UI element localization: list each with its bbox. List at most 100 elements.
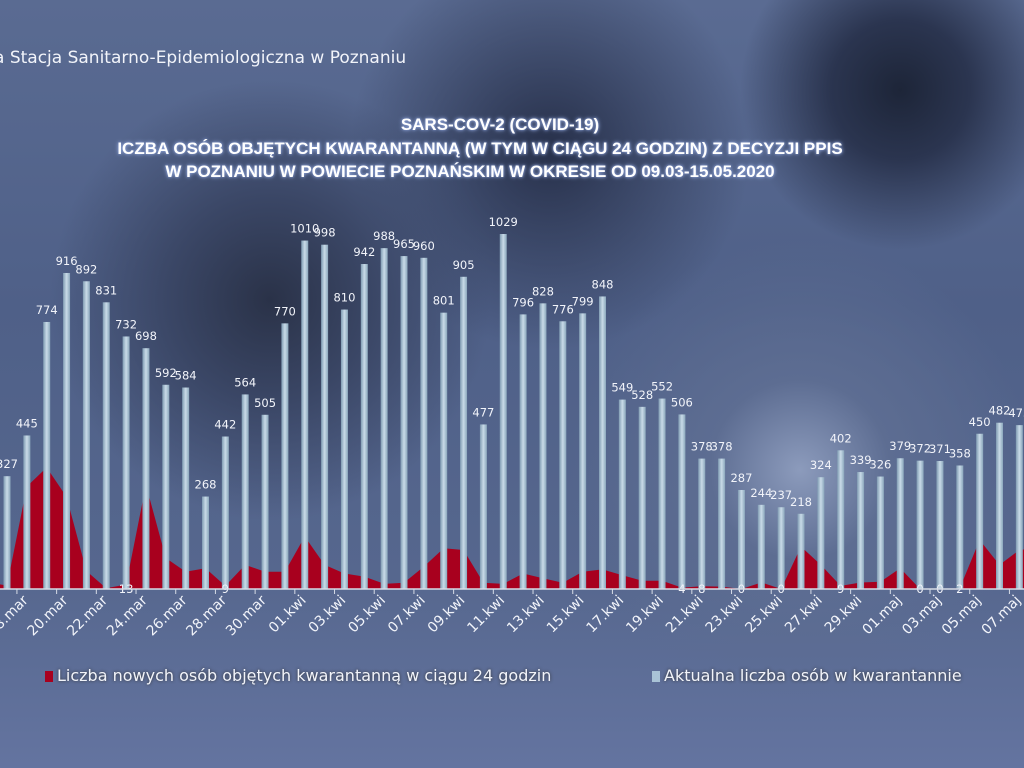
- bar-value-label: 482: [989, 404, 1011, 418]
- current-quarantine-bar: [460, 276, 468, 589]
- x-tick-label: 11.kwi: [464, 593, 508, 637]
- x-tick-label: 01.kwi: [266, 593, 310, 637]
- bar-value-label: 905: [453, 258, 475, 272]
- current-quarantine-bar: [618, 399, 626, 589]
- current-quarantine-bar: [499, 234, 507, 589]
- current-quarantine-bar: [182, 387, 190, 589]
- bar-value-label: 848: [592, 277, 614, 291]
- bar-value-label: 770: [274, 304, 296, 318]
- bar-value-label: 371: [929, 442, 951, 456]
- current-quarantine-bar: [539, 303, 547, 589]
- x-tick-label: 09.kwi: [425, 593, 469, 637]
- bar-value-label: 268: [195, 478, 217, 492]
- legend-item-new: Liczba nowych osób objętych kwarantanną …: [45, 666, 551, 685]
- x-tick-label: 27.kwi: [782, 593, 826, 637]
- x-tick-label: 24.mar: [104, 592, 151, 639]
- current-quarantine-bar: [102, 302, 110, 589]
- bar-value-label: 892: [75, 262, 97, 276]
- bar-value-label: 965: [393, 237, 415, 251]
- current-quarantine-bar: [579, 313, 587, 589]
- x-tick-label: 26.mar: [144, 592, 191, 639]
- current-quarantine-bar: [976, 433, 984, 589]
- bar-value-label: 698: [135, 329, 157, 343]
- bar-value-label: 378: [691, 440, 713, 454]
- bar-value-label: 774: [36, 303, 58, 317]
- bar-value-label: 592: [155, 366, 177, 380]
- bar-value-label: 237: [770, 488, 792, 502]
- current-quarantine-bar: [678, 414, 686, 589]
- x-tick-label: 05.maj: [939, 593, 985, 639]
- x-tick-label: 17.kwi: [584, 593, 628, 637]
- current-quarantine-bar: [340, 309, 348, 589]
- current-quarantine-bar: [936, 461, 944, 589]
- current-quarantine-bar: [837, 450, 845, 589]
- current-quarantine-bar: [400, 256, 408, 589]
- current-quarantine-bar: [698, 458, 706, 589]
- x-tick-label: 13.kwi: [504, 593, 548, 637]
- current-quarantine-bar: [82, 281, 90, 589]
- current-quarantine-bar: [797, 513, 805, 589]
- bar-value-label: 324: [810, 458, 832, 472]
- x-tick-label: 22.mar: [64, 592, 111, 639]
- current-quarantine-bar: [658, 398, 666, 589]
- current-quarantine-bar: [420, 257, 428, 589]
- new-quarantine-area: [0, 467, 1024, 589]
- bar-value-label: 549: [611, 381, 633, 395]
- current-quarantine-bar: [1015, 425, 1023, 589]
- bar-value-label: 218: [790, 495, 812, 509]
- bar-value-label: 326: [869, 458, 891, 472]
- bar-value-label: 327: [0, 457, 18, 471]
- x-tick-label: 23.kwi: [703, 593, 747, 637]
- current-quarantine-bar: [162, 384, 170, 589]
- current-quarantine-bar: [321, 244, 329, 589]
- bar-value-label: 244: [750, 486, 772, 500]
- x-tick-label: 01.maj: [860, 593, 906, 639]
- bar-value-label: 506: [671, 395, 693, 409]
- bar-value-label: 358: [949, 446, 971, 460]
- current-quarantine-bar: [360, 264, 368, 589]
- organization-name: a Stacja Sanitarno-Epidemiologiczna w Po…: [0, 48, 407, 68]
- current-quarantine-bar: [519, 314, 527, 589]
- bar-value-label: 564: [234, 375, 256, 389]
- current-quarantine-bar: [3, 476, 11, 589]
- current-quarantine-bar: [876, 476, 884, 589]
- bar-value-label: 942: [353, 245, 375, 259]
- bar-value-label: 1029: [489, 215, 518, 229]
- current-quarantine-bar: [737, 489, 745, 589]
- current-quarantine-bar: [777, 507, 785, 589]
- current-quarantine-bar: [956, 465, 964, 589]
- bar-value-label: 442: [214, 418, 236, 432]
- current-quarantine-bar: [996, 422, 1003, 589]
- chart-title-line-3: W POZNANIU W POWIECIE POZNAŃSKIM W OKRES…: [165, 162, 775, 181]
- current-quarantine-bar: [599, 296, 606, 589]
- x-tick-label: 25.kwi: [742, 593, 786, 637]
- legend-label-new: Liczba nowych osób objętych kwarantanną …: [57, 666, 552, 685]
- bar-value-label: 960: [413, 239, 435, 253]
- bar-value-label: 402: [830, 431, 852, 445]
- bar-value-label: 799: [572, 294, 594, 308]
- x-tick-label: 03.kwi: [306, 593, 350, 637]
- bar-value-label: 372: [909, 442, 931, 456]
- bar-value-label: 505: [254, 396, 276, 410]
- bar-value-label: 988: [373, 229, 395, 243]
- current-quarantine-bar: [857, 472, 865, 589]
- x-tick-label: 19.kwi: [623, 593, 667, 637]
- current-quarantine-bar: [916, 460, 924, 589]
- bar-value-label: 450: [969, 415, 991, 429]
- current-quarantine-bar: [221, 436, 229, 589]
- x-tick-label: 05.kwi: [345, 593, 389, 637]
- bar-value-label: 287: [730, 471, 752, 485]
- x-tick-label: 29.kwi: [822, 593, 866, 637]
- legend-swatch-current: [652, 671, 660, 682]
- bar-value-label: 475: [1008, 406, 1024, 420]
- current-quarantine-bar: [757, 504, 765, 589]
- chart-title-line-2: ICZBA OSÓB OBJĘTYCH KWARANTANNĄ (W TYM W…: [117, 139, 843, 158]
- bar-value-label: 445: [16, 416, 38, 430]
- current-quarantine-bar: [43, 321, 51, 589]
- bar-value-label: 477: [472, 405, 494, 419]
- current-quarantine-bar: [142, 348, 150, 589]
- chart-title-line-1: SARS-COV-2 (COVID-19): [400, 115, 600, 134]
- current-quarantine-bar: [380, 248, 388, 589]
- x-tick-label: 30.mar: [223, 592, 270, 639]
